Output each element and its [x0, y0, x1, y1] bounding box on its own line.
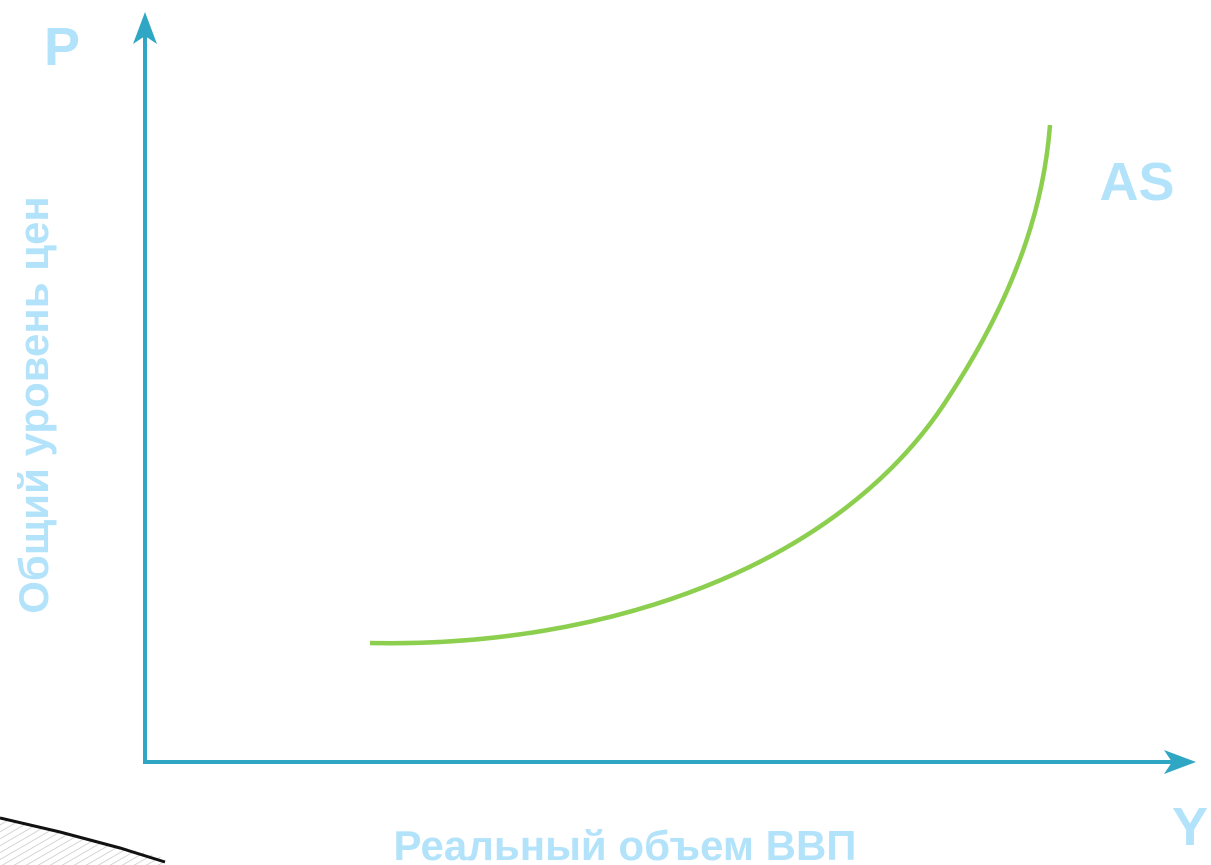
y-axis-arrow [133, 12, 157, 44]
x-axis-arrow [1164, 750, 1196, 774]
decoration-line [0, 816, 166, 864]
curve-label: AS [1099, 152, 1174, 212]
y-axis-label: Общий уровень цен [10, 196, 57, 614]
y-axis-symbol: P [44, 17, 80, 77]
x-axis-label: Реальный объем ВВП [394, 822, 857, 865]
decoration [0, 818, 165, 865]
x-axis-symbol: Y [1172, 797, 1208, 857]
as-curve [369, 124, 1053, 646]
